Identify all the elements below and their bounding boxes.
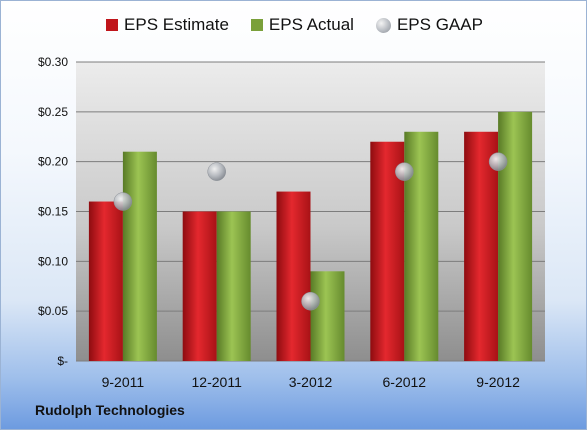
- gaap-marker-layer: [113, 152, 508, 311]
- eps-estimate-bar: [88, 201, 123, 361]
- y-tick-label: $0.25: [38, 105, 68, 119]
- x-tick-label: 9-2012: [476, 374, 520, 390]
- eps-actual-bar: [122, 151, 157, 361]
- legend-marker-eps-gaap: [375, 17, 391, 33]
- y-tick-label: $0.05: [38, 304, 68, 318]
- eps-estimate-bar: [182, 211, 217, 361]
- legend-swatch-eps-estimate: [106, 19, 119, 31]
- eps-gaap-marker: [488, 152, 508, 171]
- legend-swatch-eps-actual: [250, 19, 263, 31]
- eps-actual-bar: [310, 271, 345, 361]
- legend-label-eps-estimate: EPS Estimate: [124, 15, 229, 34]
- y-tick-label: $0.15: [38, 205, 68, 219]
- x-tick-label: 9-2011: [102, 374, 145, 390]
- y-tick-label: $0.10: [38, 254, 68, 268]
- legend-item-eps-gaap: EPS GAAP: [375, 15, 483, 35]
- y-tick-label: $-: [57, 354, 68, 368]
- eps-gaap-marker: [395, 162, 414, 181]
- eps-gaap-marker: [113, 192, 133, 211]
- legend-item-eps-actual: EPS Actual: [250, 15, 354, 35]
- y-tick-label: $0.30: [38, 55, 68, 69]
- eps-gaap-marker: [207, 162, 226, 181]
- eps-estimate-bar: [276, 191, 311, 361]
- y-axis: $0.30 $0.25 $0.20 $0.15 $0.10 $0.05 $-: [38, 55, 68, 368]
- chart-legend: EPS Estimate EPS Actual EPS GAAP: [1, 15, 586, 35]
- company-name: Rudolph Technologies: [35, 402, 185, 418]
- legend-label-eps-gaap: EPS GAAP: [396, 15, 483, 34]
- x-tick-label: 3-2012: [289, 374, 333, 390]
- y-tick-label: $0.20: [38, 155, 68, 169]
- x-axis: 9-2011 12-2011 3-2012 6-2012 9-2012: [102, 374, 520, 390]
- legend-item-eps-estimate: EPS Estimate: [106, 15, 229, 35]
- eps-actual-bar: [498, 111, 533, 361]
- x-tick-label: 6-2012: [383, 374, 427, 390]
- eps-estimate-bar: [464, 131, 499, 361]
- legend-label-eps-actual: EPS Actual: [268, 15, 354, 34]
- eps-gaap-marker: [301, 291, 320, 311]
- bar-layer: [88, 111, 533, 361]
- x-tick-label: 12-2011: [192, 374, 243, 390]
- eps-actual-bar: [216, 211, 251, 361]
